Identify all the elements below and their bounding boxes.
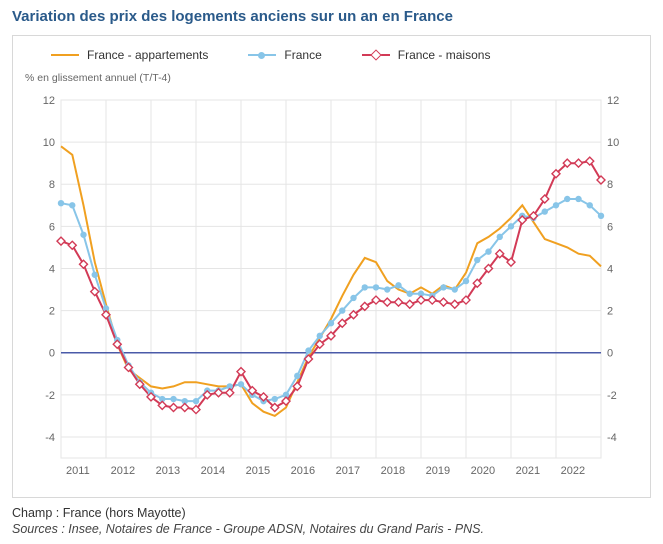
legend-label: France - maisons: [398, 48, 491, 62]
svg-text:2022: 2022: [561, 465, 585, 477]
svg-text:6: 6: [607, 221, 613, 233]
footer-sources: Sources : Insee, Notaires de France - Gr…: [12, 522, 651, 536]
legend-label: France - appartements: [87, 48, 208, 62]
svg-text:-2: -2: [607, 390, 617, 402]
svg-text:2: 2: [49, 306, 55, 318]
legend-swatch-france: [248, 48, 276, 62]
legend: France - appartements France France - ma…: [21, 44, 642, 72]
legend-label: France: [284, 48, 321, 62]
svg-text:2015: 2015: [246, 465, 270, 477]
svg-text:2018: 2018: [381, 465, 405, 477]
footer-champ: Champ : France (hors Mayotte): [12, 506, 651, 520]
legend-item-appartements: France - appartements: [51, 48, 208, 62]
chart-container: France - appartements France France - ma…: [12, 35, 651, 498]
svg-text:6: 6: [49, 221, 55, 233]
svg-text:4: 4: [49, 263, 55, 275]
svg-text:10: 10: [607, 137, 619, 149]
svg-text:0: 0: [607, 348, 613, 360]
svg-text:2017: 2017: [336, 465, 360, 477]
svg-text:2011: 2011: [66, 465, 90, 477]
svg-text:2014: 2014: [201, 465, 225, 477]
svg-text:2021: 2021: [516, 465, 540, 477]
legend-item-france: France: [248, 48, 321, 62]
svg-text:2013: 2013: [156, 465, 180, 477]
svg-text:-4: -4: [607, 432, 617, 444]
footer: Champ : France (hors Mayotte) Sources : …: [12, 506, 651, 536]
svg-text:4: 4: [607, 263, 613, 275]
y-axis-title: % en glissement annuel (T/T-4): [25, 72, 642, 84]
page: Variation des prix des logements anciens…: [0, 0, 663, 544]
legend-item-maisons: France - maisons: [362, 48, 491, 62]
page-title: Variation des prix des logements anciens…: [12, 8, 651, 25]
svg-text:12: 12: [607, 95, 619, 107]
legend-swatch-maisons: [362, 48, 390, 62]
svg-text:10: 10: [43, 137, 55, 149]
svg-text:2019: 2019: [426, 465, 450, 477]
line-chart: -4 -4 -2 -2 0 0 2 2 4 4 6 6 8 8 10 10 12 12 2011 2012 2013 20…: [21, 86, 641, 486]
svg-text:2: 2: [607, 306, 613, 318]
svg-text:-4: -4: [45, 432, 55, 444]
svg-text:-2: -2: [45, 390, 55, 402]
svg-text:12: 12: [43, 95, 55, 107]
svg-text:8: 8: [607, 179, 613, 191]
svg-text:8: 8: [49, 179, 55, 191]
svg-text:2016: 2016: [291, 465, 315, 477]
svg-text:2012: 2012: [111, 465, 135, 477]
legend-swatch-appartements: [51, 48, 79, 62]
svg-text:2020: 2020: [471, 465, 495, 477]
svg-text:0: 0: [49, 348, 55, 360]
